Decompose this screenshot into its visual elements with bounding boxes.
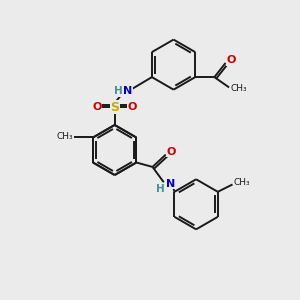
Text: N: N: [123, 86, 133, 96]
Text: H: H: [156, 184, 165, 194]
Text: O: O: [167, 147, 176, 157]
Text: N: N: [166, 179, 175, 189]
Text: CH₃: CH₃: [56, 131, 73, 140]
Text: CH₃: CH₃: [230, 84, 247, 93]
Text: O: O: [92, 102, 102, 112]
Text: S: S: [110, 101, 119, 114]
Text: O: O: [128, 102, 137, 112]
Text: CH₃: CH₃: [234, 178, 250, 188]
Text: O: O: [226, 55, 236, 65]
Text: H: H: [114, 86, 123, 96]
